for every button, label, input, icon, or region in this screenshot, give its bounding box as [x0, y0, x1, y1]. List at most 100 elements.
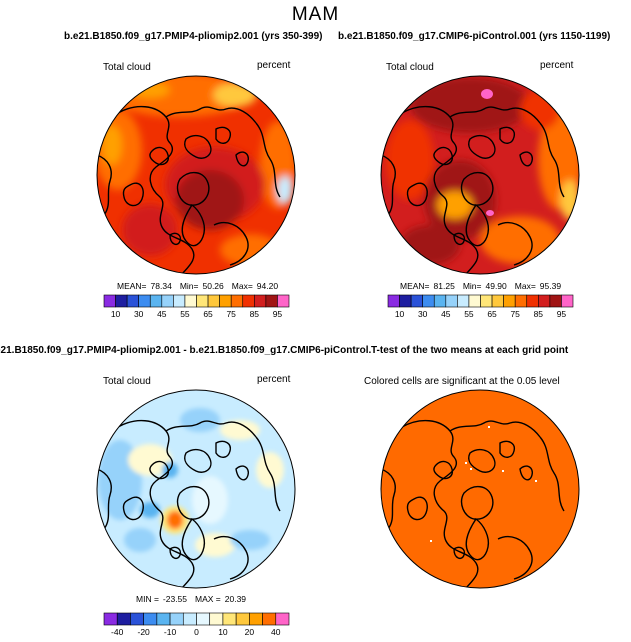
- panel1-colorbar-swatch: [265, 294, 278, 308]
- panel3-colorbar-tick-label: -10: [163, 627, 177, 637]
- panel2-max-label: Max=: [514, 281, 536, 291]
- panel1-colorbar-tick-label: 45: [157, 309, 167, 319]
- panel3-variable-label: Total cloud: [103, 376, 151, 387]
- panel2-map: [380, 75, 580, 275]
- panel3-colorbar-swatch: [103, 612, 118, 626]
- panel2-variable-label: Total cloud: [386, 62, 434, 73]
- panel1-colorbar-tick-label: 30: [133, 309, 144, 319]
- panel3-title: e21.B1850.f09_g17.PMIP4-pliomip2.001 - b…: [0, 345, 388, 356]
- panel1-colorbar-swatch: [126, 294, 139, 308]
- panel3-min-label: MIN =: [136, 594, 159, 604]
- panel3-colorbar-tick-label: 20: [244, 627, 255, 637]
- panel2-colorbar: [387, 294, 574, 308]
- panel3-colorbar: [103, 612, 290, 626]
- panel3-colorbar-swatch: [169, 612, 184, 626]
- panel1-title: b.e21.B1850.f09_g17.PMIP4-pliomip2.001 (…: [64, 31, 323, 42]
- panel3-colorbar-swatch: [209, 612, 224, 626]
- panel1-colorbar-swatch: [230, 294, 244, 308]
- panel3-colorbar-swatch: [156, 612, 171, 626]
- panel1-colorbar-swatch: [103, 294, 116, 308]
- panel3-colorbar-swatch: [182, 612, 197, 626]
- panel2-colorbar-tick-label: 75: [510, 309, 520, 319]
- panel1-min-value: 50.26: [202, 281, 224, 291]
- panel2-colorbar-swatch: [538, 294, 551, 308]
- panel3-colorbar-swatch: [222, 612, 237, 626]
- panel1-colorbar-swatch: [184, 294, 197, 308]
- panel2-colorbar-tick-label: 55: [464, 309, 474, 319]
- panel3-colorbar-swatch: [196, 612, 211, 626]
- panel1-colorbar-tick-label: 55: [180, 309, 190, 319]
- panel2-colorbar-swatch: [491, 294, 504, 308]
- panel3-colorbar-tick-label: -20: [137, 627, 150, 637]
- panel2-units-label: percent: [540, 60, 574, 71]
- panel4-note-label: Colored cells are significant at the 0.0…: [364, 376, 560, 387]
- panel2-colorbar-tick-label: 10: [394, 309, 405, 319]
- panel2-colorbar-swatch: [422, 294, 435, 308]
- panel3-max-label: MAX =: [195, 594, 221, 604]
- panel2-colorbar-swatch: [514, 294, 528, 308]
- panel3-stats: MIN = -23.55 MAX = 20.39: [136, 594, 246, 604]
- panel2-colorbar-swatch: [549, 294, 562, 308]
- panel1-colorbar-swatch: [196, 294, 209, 308]
- panel2-stats: MEAN= 81.25 Min= 49.90 Max= 95.39: [400, 281, 561, 291]
- panel2-colorbar-swatch: [457, 294, 470, 308]
- panel2-max-value: 95.39: [539, 281, 562, 291]
- panel1-stats: MEAN= 78.34 Min= 50.26 Max= 94.20: [117, 281, 278, 291]
- panel1-colorbar-tick-label: 75: [226, 309, 236, 319]
- panel2-colorbar-swatch: [503, 294, 516, 308]
- panel2-colorbar-tick-label: 95: [556, 309, 567, 319]
- panel2-colorbar-swatch: [526, 294, 539, 308]
- panel2-min-label: Min=: [462, 281, 482, 291]
- panel1-colorbar-tick-label: 10: [110, 309, 121, 319]
- panel3-min-value: -23.55: [162, 594, 188, 604]
- panel1-colorbar-tick-label: 65: [203, 309, 213, 319]
- panel1-max-label: Max=: [231, 281, 253, 291]
- panel2-colorbar-swatch: [561, 294, 574, 308]
- panel2-colorbar-swatch: [410, 294, 423, 308]
- panel2-colorbar-tick-label: 85: [533, 309, 544, 319]
- panel1-colorbar-swatch: [161, 294, 174, 308]
- panel3-colorbar-tick-label: 0: [194, 627, 199, 637]
- panel1-colorbar: [103, 294, 290, 308]
- panel1-colorbar-swatch: [242, 294, 255, 308]
- panel1-colorbar-swatch: [277, 294, 290, 308]
- panel2-mean-label: MEAN=: [400, 281, 430, 291]
- panel1-colorbar-swatch: [173, 294, 186, 308]
- panel1-colorbar-swatch: [219, 294, 232, 308]
- panel1-colorbar-tick-label: 95: [272, 309, 283, 319]
- panel3-colorbar-swatch: [235, 612, 250, 626]
- panel2-colorbar-swatch: [445, 294, 458, 308]
- panel3-colorbar-tick-label: -40: [111, 627, 124, 637]
- panel2-colorbar-swatch: [480, 294, 493, 308]
- panel4-map: [380, 389, 580, 589]
- panel1-map: [96, 75, 296, 275]
- panel2-colorbar-swatch: [387, 294, 400, 308]
- panel1-colorbar-swatch: [149, 294, 163, 308]
- panel1-max-value: 94.20: [256, 281, 279, 291]
- panel2-colorbar-tick-label: 65: [487, 309, 497, 319]
- panel3-colorbar-swatch: [262, 612, 277, 626]
- figure-title: MAM: [291, 4, 340, 25]
- panel3-colorbar-swatch: [143, 612, 158, 626]
- panel1-colorbar-tick-label: 85: [249, 309, 260, 319]
- panel1-min-label: Min=: [179, 281, 199, 291]
- panel2-colorbar-tick-label: 30: [417, 309, 428, 319]
- panel1-variable-label: Total cloud: [103, 62, 151, 73]
- panel2-title: b.e21.B1850.f09_g17.CMIP6-piControl.001 …: [338, 31, 611, 42]
- panel3-map: [96, 389, 296, 589]
- panel4-title: T-test of the two means at each grid poi…: [371, 345, 569, 356]
- panel3-colorbar-tick-label: 40: [271, 627, 281, 637]
- panel3-colorbar-swatch: [116, 612, 131, 626]
- panel1-colorbar-swatch: [115, 294, 128, 308]
- panel3-colorbar-swatch: [249, 612, 263, 626]
- panel1-colorbar-swatch: [254, 294, 267, 308]
- panel2-colorbar-swatch: [433, 294, 447, 308]
- panel1-mean-value: 78.34: [150, 281, 172, 291]
- panel3-colorbar-swatch: [130, 612, 144, 626]
- panel2-colorbar-swatch: [399, 294, 412, 308]
- panel2-min-value: 49.90: [485, 281, 507, 291]
- panel2-colorbar-swatch: [468, 294, 481, 308]
- panel2-mean-value: 81.25: [433, 281, 455, 291]
- panel3-colorbar-swatch: [275, 612, 290, 626]
